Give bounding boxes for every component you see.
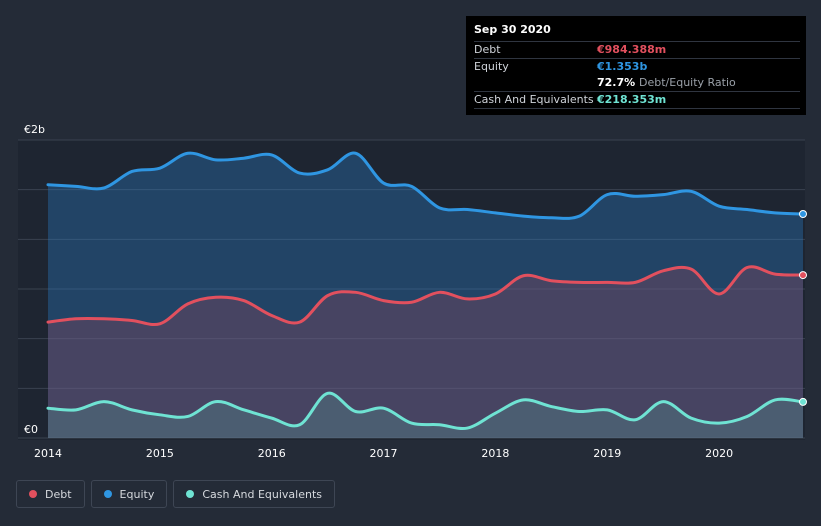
- series-lines: [46, 151, 805, 431]
- tooltip-date: Sep 30 2020: [474, 23, 551, 36]
- chart-legend: Debt Equity Cash And Equivalents: [16, 480, 335, 508]
- tooltip-cash-label: Cash And Equivalents: [474, 93, 594, 106]
- x-tick-label: 2019: [593, 447, 621, 460]
- legend-dot-equity: [103, 490, 112, 498]
- legend-dot-debt: [29, 490, 37, 498]
- y-tick-label: €0: [24, 423, 38, 436]
- x-tick-label: 2018: [481, 447, 509, 460]
- x-axis-ticks: 2014 2015 2016 2017 2018 2019 2020: [34, 447, 733, 460]
- endpoint-cash-and-equivalents: [799, 397, 807, 406]
- tooltip-row-debt: Debt €984.388m: [474, 41, 800, 58]
- tooltip-cash-value: €218.353m: [597, 93, 667, 106]
- legend-label-equity: Equity: [119, 487, 155, 501]
- endpoint-debt: [799, 271, 807, 280]
- x-tick-label: 2017: [370, 447, 398, 460]
- legend-label-cash: Cash And Equivalents: [202, 487, 322, 501]
- tooltip-row-equity: Equity €1.353b: [474, 58, 800, 75]
- tooltip-row-ratio: 72.7% Debt/Equity Ratio: [474, 75, 800, 91]
- area-cash-and-equivalents: [48, 393, 803, 438]
- line-equity: [46, 151, 805, 220]
- tooltip-row-cash: Cash And Equivalents €218.353m: [474, 91, 800, 109]
- line-debt: [46, 265, 805, 327]
- y-tick-label: €2b: [24, 123, 45, 136]
- x-tick-label: 2015: [146, 447, 174, 460]
- tooltip-debt-value: €984.388m: [597, 43, 667, 56]
- tooltip-debt-label: Debt: [474, 43, 501, 56]
- line-cash-and-equivalents: [46, 391, 805, 431]
- tooltip-ratio-value: 72.7%: [597, 76, 636, 89]
- grid: [18, 139, 805, 439]
- x-tick-label: 2014: [34, 447, 62, 460]
- data-tooltip: Sep 30 2020 Debt €984.388m Equity €1.353…: [466, 16, 806, 115]
- legend-dot-cash: [186, 490, 195, 498]
- tooltip-ratio-wrap: 72.7% Debt/Equity Ratio: [597, 75, 736, 91]
- legend-item-cash[interactable]: Cash And Equivalents: [173, 480, 335, 508]
- area-debt: [48, 266, 803, 438]
- legend-label-debt: Debt: [45, 487, 72, 501]
- tooltip-equity-value: €1.353b: [597, 60, 648, 73]
- legend-item-debt[interactable]: Debt: [16, 480, 85, 508]
- y-axis-ticks: €0 €2b: [24, 123, 45, 436]
- x-tick-label: 2016: [258, 447, 286, 460]
- legend-item-equity[interactable]: Equity: [90, 480, 168, 508]
- endpoint-equity: [799, 210, 807, 219]
- series-endpoints: [799, 210, 807, 406]
- x-tick-label: 2020: [705, 447, 733, 460]
- tooltip-ratio-label: Debt/Equity Ratio: [639, 76, 736, 89]
- tooltip-equity-label: Equity: [474, 60, 509, 73]
